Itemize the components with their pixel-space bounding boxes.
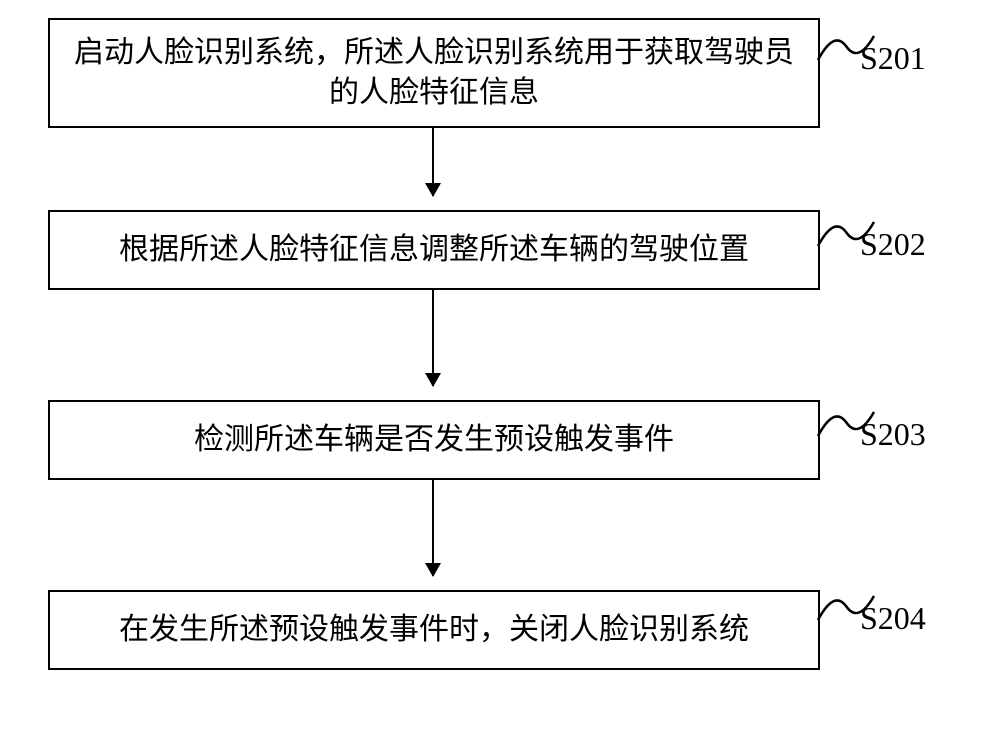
step-box-s204: 在发生所述预设触发事件时，关闭人脸识别系统 — [48, 590, 820, 670]
arrow-s201-s202 — [432, 128, 434, 196]
step-label-s203: S203 — [860, 416, 926, 453]
step-text: 在发生所述预设触发事件时，关闭人脸识别系统 — [119, 610, 749, 651]
flowchart-canvas: 启动人脸识别系统，所述人脸识别系统用于获取驾驶员的人脸特征信息 S201 根据所… — [0, 0, 1000, 746]
step-label-s201: S201 — [860, 40, 926, 77]
step-text: 启动人脸识别系统，所述人脸识别系统用于获取驾驶员的人脸特征信息 — [60, 33, 808, 114]
step-label-s204: S204 — [860, 600, 926, 637]
step-label-s202: S202 — [860, 226, 926, 263]
step-box-s203: 检测所述车辆是否发生预设触发事件 — [48, 400, 820, 480]
step-text: 根据所述人脸特征信息调整所述车辆的驾驶位置 — [119, 230, 749, 271]
arrow-s203-s204 — [432, 480, 434, 576]
arrow-s202-s203 — [432, 290, 434, 386]
step-text: 检测所述车辆是否发生预设触发事件 — [194, 420, 674, 461]
step-box-s201: 启动人脸识别系统，所述人脸识别系统用于获取驾驶员的人脸特征信息 — [48, 18, 820, 128]
step-box-s202: 根据所述人脸特征信息调整所述车辆的驾驶位置 — [48, 210, 820, 290]
